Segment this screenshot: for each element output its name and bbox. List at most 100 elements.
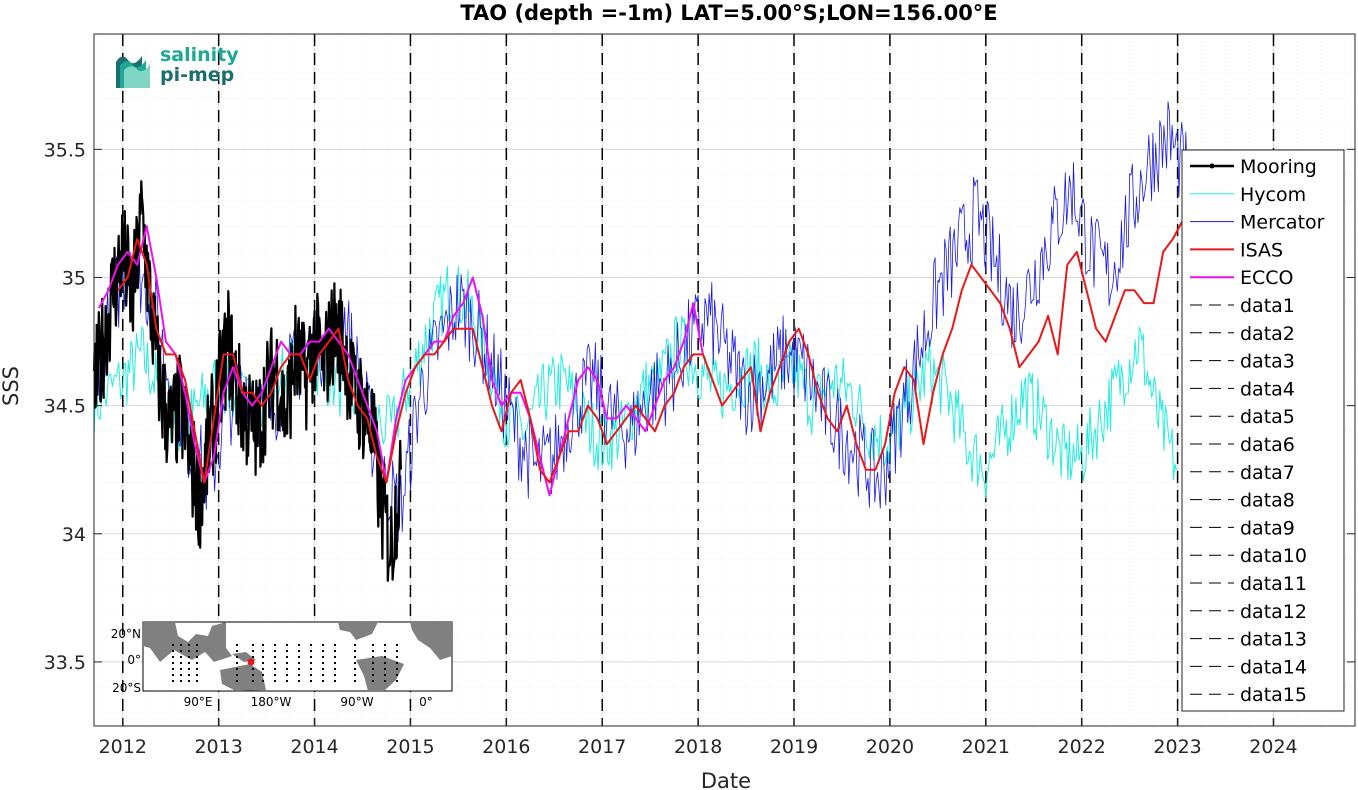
x-tick-label: 2021 xyxy=(962,736,1010,758)
x-tick-label: 2016 xyxy=(482,736,530,758)
inset-map-mooring-dot xyxy=(354,644,356,646)
inset-map-mooring-dot xyxy=(196,680,198,682)
inset-map-mooring-dot xyxy=(236,650,238,652)
inset-map-mooring-dot xyxy=(172,680,174,682)
inset-map-mooring-dot xyxy=(286,668,288,670)
legend-item: data8 xyxy=(1190,490,1295,512)
inset-map-lat-label: 20°N xyxy=(111,627,141,641)
logo: salinity pi-mep xyxy=(112,44,242,94)
inset-map-mooring-dot xyxy=(286,674,288,676)
inset-map-mooring-dot xyxy=(286,650,288,652)
inset-map-mooring-dot xyxy=(188,674,190,676)
inset-map-mooring-dot xyxy=(384,680,386,682)
inset-map-mooring-dot xyxy=(262,668,264,670)
inset-map-mooring-dot xyxy=(286,680,288,682)
inset-map-mooring-dot xyxy=(236,662,238,664)
inset-map-mooring-dot xyxy=(310,644,312,646)
x-tick-label: 2019 xyxy=(770,736,818,758)
inset-map-mooring-dot xyxy=(274,644,276,646)
inset-map-mooring-dot xyxy=(334,668,336,670)
inset-map-mooring-dot xyxy=(188,662,190,664)
inset-map-mooring-dot xyxy=(354,656,356,658)
inset-map-mooring-dot xyxy=(180,668,182,670)
inset-map-mooring-dot xyxy=(196,650,198,652)
legend-marker xyxy=(1209,163,1215,169)
x-tick-label: 2020 xyxy=(866,736,914,758)
inset-map-lon-label: 0° xyxy=(419,695,433,709)
x-tick-label: 2015 xyxy=(386,736,434,758)
inset-map-mooring-dot xyxy=(252,668,254,670)
inset-map-mooring-dot xyxy=(310,674,312,676)
legend-item: data2 xyxy=(1190,323,1295,345)
legend-item: data15 xyxy=(1190,684,1307,706)
logo-text-pimep: pi-mep xyxy=(160,64,235,86)
legend-item: data10 xyxy=(1190,545,1307,567)
inset-map-mooring-dot xyxy=(372,650,374,652)
legend-label: data7 xyxy=(1240,462,1295,484)
inset-map-mooring-dot xyxy=(172,656,174,658)
inset-map-mooring-dot xyxy=(196,674,198,676)
inset-map-lon-label: 180°W xyxy=(251,695,292,709)
inset-map-mooring-dot xyxy=(274,662,276,664)
inset-map-mooring-dot xyxy=(322,680,324,682)
y-tick-label: 33.5 xyxy=(44,652,86,674)
inset-map-mooring-dot xyxy=(262,680,264,682)
legend-item: data6 xyxy=(1190,434,1295,456)
inset-map-mooring-dot xyxy=(310,662,312,664)
inset-map-mooring-dot xyxy=(322,668,324,670)
inset-map-mooring-dot xyxy=(252,674,254,676)
legend-item: data3 xyxy=(1190,351,1295,373)
logo-text-salinity: salinity xyxy=(160,44,239,66)
legend-label: Hycom xyxy=(1240,184,1306,206)
x-tick-label: 2017 xyxy=(578,736,626,758)
inset-map-mooring-dot xyxy=(262,662,264,664)
series-lines xyxy=(92,101,1188,582)
inset-map-mooring-dot xyxy=(354,650,356,652)
series-line-ecco xyxy=(97,225,704,497)
legend-item: ECCO xyxy=(1190,267,1294,289)
inset-map-mooring-dot xyxy=(322,662,324,664)
x-tick-label: 2023 xyxy=(1153,736,1201,758)
legend-label: data2 xyxy=(1240,323,1295,345)
legend-item: data14 xyxy=(1190,656,1307,678)
legend-label: data9 xyxy=(1240,517,1295,539)
inset-map-mooring-dot xyxy=(384,656,386,658)
inset-map-mooring-dot xyxy=(322,644,324,646)
inset-map-mooring-dot xyxy=(354,680,356,682)
inset-map-mooring-dot xyxy=(310,650,312,652)
inset-map-mooring-dot xyxy=(396,674,398,676)
inset-map-mooring-dot xyxy=(286,644,288,646)
legend-label: data1 xyxy=(1240,295,1295,317)
legend-label: data14 xyxy=(1240,656,1307,678)
inset-map-mooring-dot xyxy=(274,674,276,676)
series-line-mercator xyxy=(93,101,1188,543)
y-tick-label: 35 xyxy=(62,267,86,289)
inset-map-mooring-dot xyxy=(372,674,374,676)
inset-map-mooring-dot xyxy=(334,662,336,664)
inset-map-mooring-dot xyxy=(180,656,182,658)
inset-map-mooring-dot xyxy=(188,644,190,646)
x-tick-label: 2024 xyxy=(1249,736,1297,758)
inset-map-mooring-dot xyxy=(274,680,276,682)
legend-item: data12 xyxy=(1190,601,1307,623)
legend-label: data15 xyxy=(1240,684,1307,706)
inset-map-lat-label: 0° xyxy=(127,653,141,667)
inset-map-lon-label: 90°E xyxy=(184,695,213,709)
legend-item: data1 xyxy=(1190,295,1295,317)
legend-label: Mercator xyxy=(1240,212,1325,234)
inset-map-mooring-dot xyxy=(396,656,398,658)
x-tick-label: 2013 xyxy=(194,736,242,758)
inset-map-mooring-dot xyxy=(286,662,288,664)
legend-item: Mooring xyxy=(1190,156,1317,178)
inset-map-mooring-dot xyxy=(298,656,300,658)
inset-map-mooring-dot xyxy=(196,662,198,664)
inset-map-mooring-dot xyxy=(180,662,182,664)
inset-map-mooring-dot xyxy=(188,668,190,670)
inset-map-mooring-dot xyxy=(354,674,356,676)
inset-map-mooring-dot xyxy=(274,656,276,658)
inset-map-mooring-dot xyxy=(180,674,182,676)
inset-map-land xyxy=(143,622,452,691)
inset-map-mooring-dot xyxy=(196,656,198,658)
y-axis-label: SSS xyxy=(0,366,23,406)
legend-label: ECCO xyxy=(1240,267,1294,289)
